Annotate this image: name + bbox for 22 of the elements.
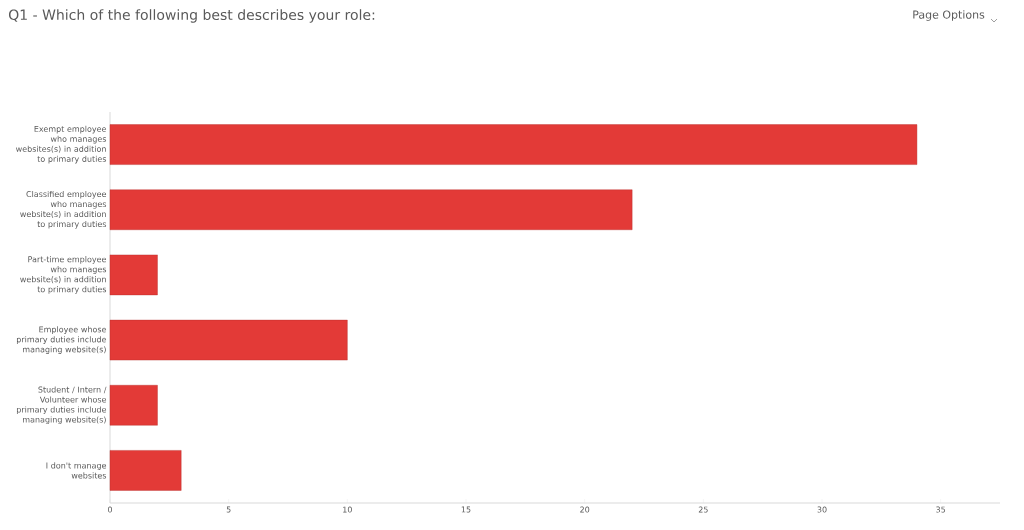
bar [109, 254, 158, 296]
x-tick-label: 15 [461, 506, 471, 513]
bar [109, 189, 633, 230]
x-tick-label: 20 [580, 506, 590, 513]
y-tick-label: I don't manage websites [46, 462, 107, 479]
bar [109, 319, 348, 361]
y-tick-label: Classified employee who manages website(s) in addition to primary duties [20, 190, 107, 229]
x-tick-label: 30 [817, 506, 827, 513]
chart-title: Q1 - Which of the following best describes your role: [8, 9, 375, 23]
y-tick-label: Employee whose primary duties include managing website(s) [16, 326, 107, 354]
bar [109, 124, 918, 165]
x-tick-label: 0 [107, 506, 113, 513]
y-tick-label: Student / Intern / Volunteer whose primary duties include managing website(s) [16, 386, 107, 425]
y-tick-label: Part-time employee who manages website(s) in addition to primary duties [20, 256, 107, 294]
bar [109, 385, 158, 426]
text: Page Options [913, 10, 985, 21]
bar [109, 450, 182, 491]
y-tick-label: Exempt employee who manages websites(s) in addition to primary duties [16, 125, 107, 164]
x-tick-label: 5 [226, 506, 231, 513]
x-tick-label: 35 [936, 506, 946, 513]
x-tick-label: 25 [698, 506, 708, 513]
x-tick-label: 10 [343, 506, 352, 513]
